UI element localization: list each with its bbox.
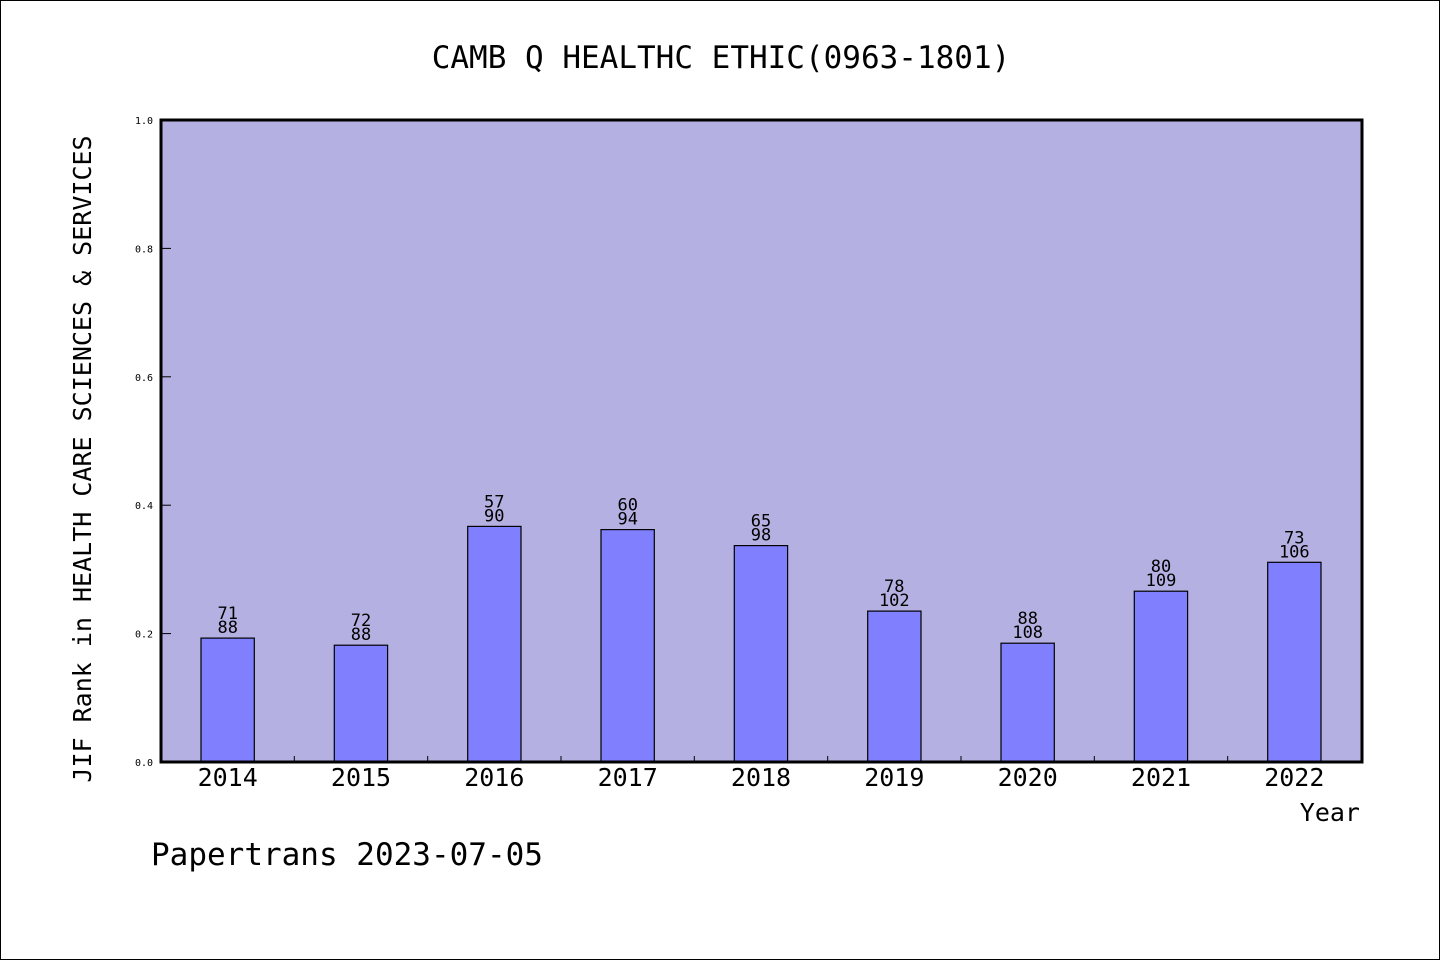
bar-rank-label-2018: 65 (751, 512, 771, 532)
bar-total-label-2020: 108 (1012, 623, 1043, 643)
x-tick-label-2015: 2015 (331, 763, 391, 792)
bar-rank-label-2017: 60 (617, 496, 637, 516)
x-tick-label-2014: 2014 (198, 763, 258, 792)
y-tick-label-0.6: 0.6 (135, 373, 153, 384)
bar-2021 (1133, 590, 1189, 763)
x-tick-label-2016: 2016 (464, 763, 524, 792)
y-axis-label: JIF Rank in HEALTH CARE SCIENCES & SERVI… (68, 135, 97, 782)
x-tick-label-2018: 2018 (731, 763, 791, 792)
bar-2022 (1267, 561, 1322, 763)
x-tick-label-2020: 2020 (998, 763, 1058, 792)
bar-rank-label-2021: 80 (1151, 557, 1171, 577)
x-tick-label-2021: 2021 (1131, 763, 1191, 792)
bar-rank-label-2019: 78 (884, 577, 904, 597)
bar-2016 (467, 525, 522, 763)
bar-total-label-2021: 109 (1146, 571, 1177, 591)
bar-total-label-2017: 94 (617, 510, 637, 530)
bar-rank-label-2016: 57 (484, 492, 504, 512)
bar-2014 (200, 637, 255, 763)
bar-rank-label-2020: 88 (1017, 609, 1037, 629)
bar-total-label-2016: 90 (484, 506, 504, 526)
footer-credit: Papertrans 2023-07-05 (151, 837, 543, 873)
bar-2015 (333, 644, 389, 763)
x-axis-label: Year (1300, 798, 1360, 827)
bar-total-label-2019: 102 (879, 591, 910, 611)
y-tick-label-1.0: 1.0 (135, 116, 153, 127)
bar-2020 (1000, 642, 1055, 763)
bar-total-label-2022: 106 (1279, 542, 1310, 562)
ticks-layer: 2014 2015 2016 2017 2018 2019 2020 2021 2022 0.0 0… (135, 116, 1324, 792)
bar-rank-label-2022: 73 (1284, 528, 1304, 548)
bar-total-label-2015: 88 (351, 625, 371, 645)
y-tick-label-0.0: 0.0 (135, 758, 153, 769)
plot-frame (159, 118, 1364, 764)
x-tick-label-2022: 2022 (1264, 763, 1324, 792)
y-tick-label-0.2: 0.2 (135, 630, 153, 641)
y-tick-label-0.4: 0.4 (135, 501, 153, 512)
bar-2017 (600, 528, 655, 763)
chart-title: CAMB Q HEALTHC ETHIC(0963-1801) (432, 40, 1011, 76)
y-tick-label-0.8: 0.8 (135, 244, 153, 255)
bar-total-label-2014: 88 (217, 618, 237, 638)
bar-2018 (733, 544, 789, 763)
x-tick-label-2017: 2017 (598, 763, 658, 792)
bar-rank-label-2014: 71 (217, 604, 237, 624)
x-tick-label-2019: 2019 (864, 763, 924, 792)
bar-total-label-2018: 98 (751, 526, 771, 546)
bar-rank-label-2015: 72 (351, 611, 371, 631)
bar-2019 (867, 610, 922, 763)
